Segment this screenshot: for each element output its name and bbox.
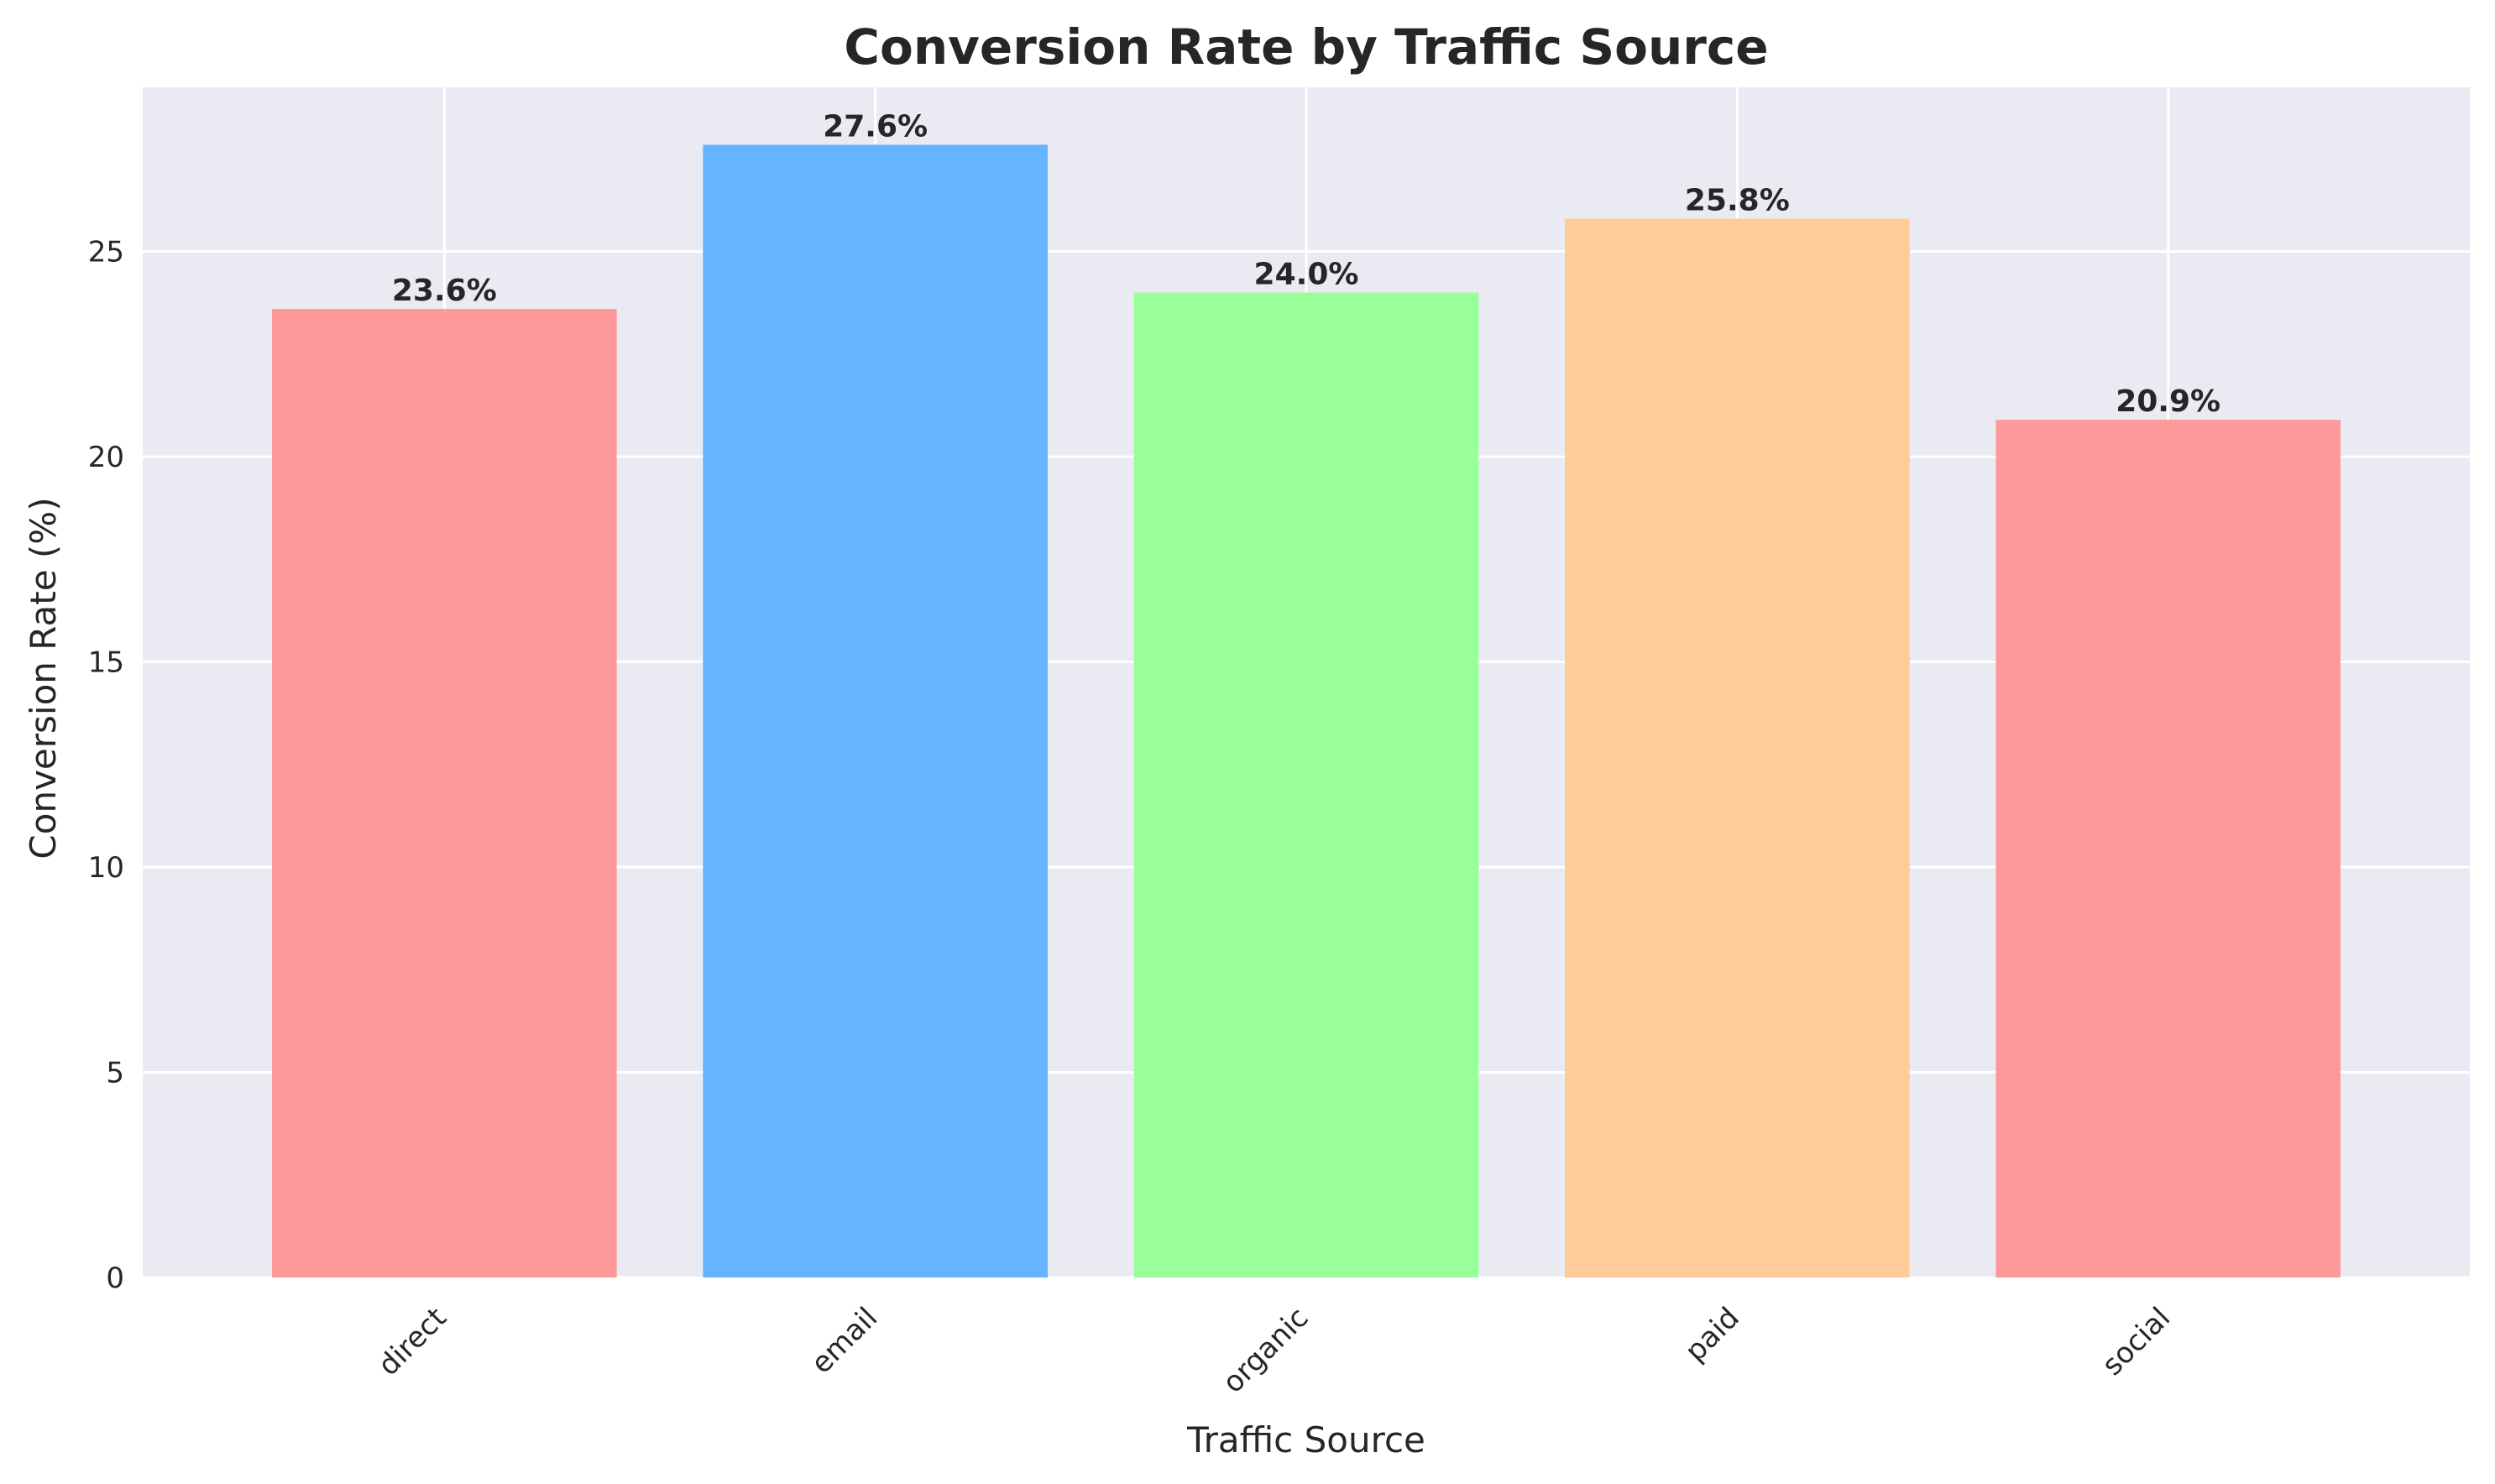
- bar-direct: [272, 309, 617, 1278]
- data-label-paid: 25.8%: [1685, 183, 1790, 217]
- data-label-organic: 24.0%: [1254, 257, 1359, 291]
- x-tick-label-email: email: [805, 1301, 885, 1381]
- bar-organic: [1133, 292, 1479, 1278]
- y-tick-label: 20: [88, 441, 124, 474]
- x-tick-label-organic: organic: [1216, 1301, 1315, 1400]
- y-axis-label: Conversion Rate (%): [23, 497, 64, 859]
- data-labels: 23.6% 27.6% 24.0% 25.8% 20.9%: [392, 109, 2220, 419]
- bar-social: [1995, 420, 2341, 1278]
- data-label-social: 20.9%: [2116, 384, 2220, 419]
- y-tick-label: 15: [88, 646, 124, 680]
- y-axis-ticks: 0 5 10 15 20 25: [88, 236, 124, 1295]
- chart-title: Conversion Rate by Traffic Source: [844, 18, 1768, 76]
- bars: [272, 144, 2341, 1278]
- data-label-direct: 23.6%: [392, 274, 497, 308]
- x-axis-label: Traffic Source: [1186, 1419, 1425, 1460]
- data-label-email: 27.6%: [823, 109, 928, 144]
- x-axis-ticks: direct email organic paid social: [372, 1301, 2177, 1400]
- x-tick-label-direct: direct: [372, 1301, 453, 1382]
- y-tick-label: 5: [106, 1057, 124, 1090]
- y-tick-label: 0: [106, 1262, 124, 1295]
- bar-email: [703, 144, 1048, 1278]
- y-tick-label: 10: [88, 851, 124, 885]
- x-tick-label-social: social: [2095, 1301, 2177, 1382]
- bar-paid: [1565, 218, 1910, 1278]
- y-tick-label: 25: [88, 236, 124, 269]
- x-tick-label-paid: paid: [1679, 1301, 1746, 1368]
